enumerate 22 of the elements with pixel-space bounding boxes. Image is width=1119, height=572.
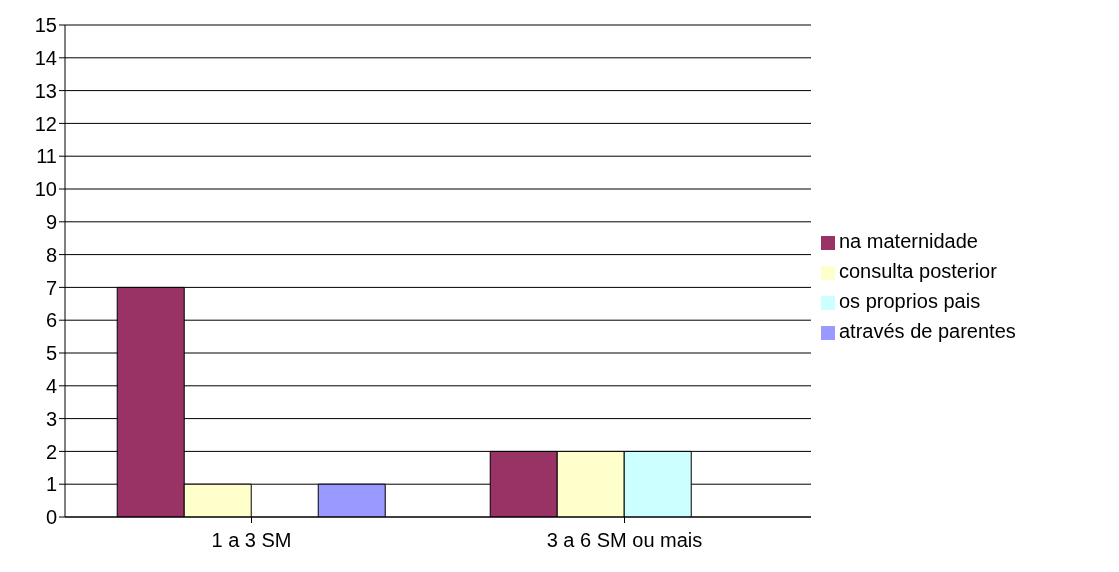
y-tick-label: 11 (36, 145, 57, 168)
y-tick-label: 14 (34, 46, 57, 69)
x-tick-label: 1 a 3 SM (211, 529, 292, 552)
y-tick-label: 10 (34, 178, 57, 201)
y-tick-label: 3 (45, 407, 57, 430)
y-tick-label: 13 (34, 79, 57, 102)
y-tick-label: 15 (34, 14, 57, 37)
y-tick-label: 7 (45, 276, 57, 299)
y-tick-label: 2 (45, 440, 57, 463)
y-tick-label: 9 (45, 210, 57, 233)
y-tick-label: 5 (45, 342, 57, 365)
legend-label: consulta posterior (839, 260, 997, 282)
y-tick-label: 4 (45, 374, 57, 397)
y-tick-label: 12 (34, 112, 57, 135)
y-tick-label: 8 (45, 243, 57, 266)
y-tick-label: 6 (45, 309, 57, 332)
legend-label: através de parentes (839, 320, 1016, 342)
x-tick-label: 3 a 6 SM ou mais (546, 529, 703, 552)
legend-label: os proprios pais (839, 290, 981, 312)
y-tick-label: 0 (45, 506, 57, 529)
y-tick-label: 1 (45, 473, 57, 496)
legend-label: na maternidade (839, 230, 978, 252)
